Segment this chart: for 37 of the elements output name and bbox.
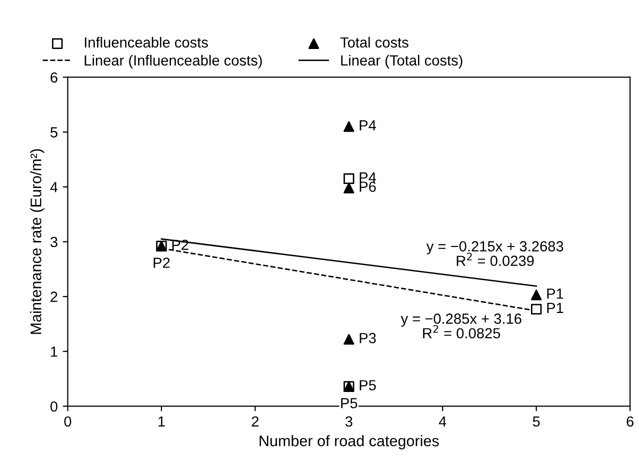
y-tick-label: 2: [50, 292, 58, 302]
y-tick-label: 4: [50, 182, 58, 192]
annotation: P4: [360, 120, 376, 130]
legend-label: Linear (Total costs): [341, 54, 462, 68]
point: [344, 182, 354, 194]
point: [344, 173, 354, 184]
y-tick-label: 6: [50, 72, 58, 83]
x-tick-label: 4: [438, 416, 446, 427]
y-tick-label: 3: [50, 236, 58, 248]
annotation: P4: [360, 172, 376, 182]
annotation: P5: [341, 398, 358, 408]
annotation: y = −0.285x + 3.16 R$^{2}$ = 0.0825: [400, 314, 522, 338]
x-tick-label: 5: [532, 416, 540, 427]
x-axis-title: Number of road categories: [260, 435, 439, 450]
y-tick-label: 5: [50, 127, 58, 138]
annotation: P1: [547, 288, 564, 299]
x-tick-label: 0: [64, 416, 72, 427]
x-tick-label: 6: [626, 416, 634, 427]
x-tick-label: 1: [158, 416, 165, 427]
annotation: P3: [360, 332, 376, 344]
legend-label: Linear (Influenceable costs): [84, 54, 262, 68]
annotation: y = −0.215x + 3.2683 R$^{2}$ = 0.0239: [426, 241, 564, 266]
annotation: P5: [360, 380, 376, 390]
point: [530, 290, 542, 300]
y-tick-label: 0: [50, 401, 58, 412]
point: [530, 304, 542, 315]
annotation: P6: [360, 182, 376, 192]
annotation: P2: [154, 258, 170, 268]
point: [344, 334, 354, 345]
y-tick-label: 1: [51, 346, 58, 357]
legend-label: Total costs: [340, 36, 408, 48]
annotation: P1: [547, 302, 564, 313]
legend-label: Influenceable costs: [84, 36, 208, 48]
point: [344, 121, 354, 132]
x-tick-label: 2: [252, 416, 258, 427]
y-axis-title: Maintenance rate (Euro/m²): [30, 149, 44, 334]
x-tick-label: 3: [345, 416, 352, 427]
